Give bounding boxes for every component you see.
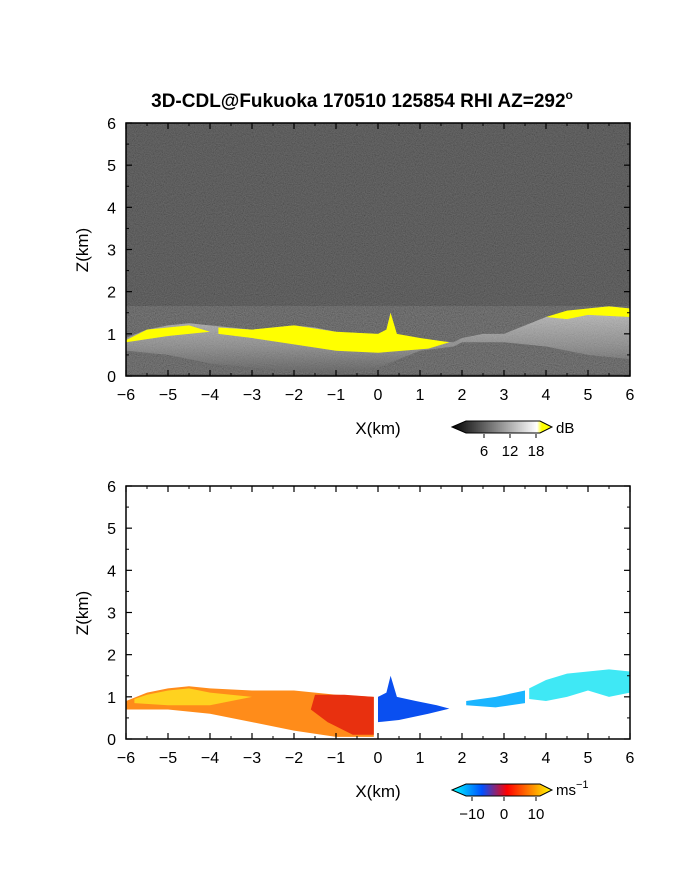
colorbar-tick-label: 18 — [528, 443, 545, 460]
x-tick-label: 6 — [626, 387, 635, 404]
x-axis-title-1: X(km) — [355, 419, 400, 438]
x-tick-label: −5 — [159, 387, 177, 404]
x-tick-label: 4 — [542, 750, 551, 767]
colorbar-tick-label: 10 — [528, 806, 545, 823]
x-tick-label: 0 — [374, 387, 383, 404]
colorbar-velocity: −10 0 10 ms−1 — [450, 779, 589, 823]
x-tick-label: −4 — [201, 387, 219, 404]
x-tick-label: −2 — [285, 750, 303, 767]
y-axis-title-2: Z(km) — [73, 591, 92, 635]
y-tick-label: 2 — [107, 648, 116, 665]
y-tick-label: 5 — [107, 521, 116, 538]
velocity-region-red-near-radar — [310, 694, 374, 735]
x-tick-label: −6 — [117, 387, 135, 404]
figure-title: 3D-CDL@Fukuoka 170510 125854 RHI AZ=292o — [151, 88, 573, 112]
y-tick-label: 3 — [107, 606, 116, 623]
x-tick-label: −5 — [159, 750, 177, 767]
colorbar-tick-label: −10 — [459, 806, 484, 823]
y-tick-label: 2 — [107, 285, 116, 302]
colorbar-backscatter: 6 12 18 dB — [450, 420, 574, 460]
colorbar-1-unit: dB — [556, 420, 574, 437]
x-tick-label: 2 — [458, 750, 467, 767]
velocity-region-cyan-far — [529, 669, 630, 702]
x-tick-label: 4 — [542, 387, 551, 404]
x-tick-label: −2 — [285, 387, 303, 404]
velocity-region-blue-plume — [378, 675, 450, 723]
y-axis-title-1: Z(km) — [73, 228, 92, 272]
strong-echo-region — [546, 306, 630, 320]
x-tick-label: 1 — [416, 750, 425, 767]
x-tick-label: 3 — [500, 750, 509, 767]
y-tick-label: 1 — [107, 327, 116, 344]
x-tick-label: −1 — [327, 750, 345, 767]
colorbar-1-bar — [450, 420, 554, 434]
y-tick-label: 5 — [107, 158, 116, 175]
y-tick-label: 3 — [107, 243, 116, 260]
x-tick-label: −4 — [201, 750, 219, 767]
colorbar-tick-label: 12 — [502, 443, 519, 460]
y-tick-label: 1 — [107, 690, 116, 707]
colorbar-tick-label: 6 — [480, 443, 488, 460]
x-tick-label: 0 — [374, 750, 383, 767]
y-tick-label: 4 — [107, 200, 116, 217]
strong-echo-region — [218, 312, 450, 353]
x-tick-label: −1 — [327, 387, 345, 404]
colorbar-tick-label: 0 — [500, 806, 508, 823]
y-tick-label: 4 — [107, 563, 116, 580]
velocity-region-yellow-core — [134, 688, 252, 706]
x-tick-label: −3 — [243, 387, 261, 404]
x-tick-label: −6 — [117, 750, 135, 767]
y-tick-label: 6 — [107, 116, 116, 133]
colorbar-2-bar — [450, 783, 554, 797]
x-tick-label: 1 — [416, 387, 425, 404]
x-tick-label: −3 — [243, 750, 261, 767]
x-tick-label: 5 — [584, 750, 593, 767]
y-tick-label: 6 — [107, 479, 116, 496]
x-axis-title-2: X(km) — [355, 782, 400, 801]
velocity-region-light-blue-far — [466, 690, 525, 708]
y-tick-label: 0 — [107, 369, 116, 386]
x-tick-label: 6 — [626, 750, 635, 767]
colorbar-2-unit: ms−1 — [556, 779, 589, 799]
x-tick-label: 5 — [584, 387, 593, 404]
x-tick-label: 2 — [458, 387, 467, 404]
strong-echo-region — [126, 325, 210, 343]
y-tick-label: 0 — [107, 732, 116, 749]
x-tick-label: 3 — [500, 387, 509, 404]
